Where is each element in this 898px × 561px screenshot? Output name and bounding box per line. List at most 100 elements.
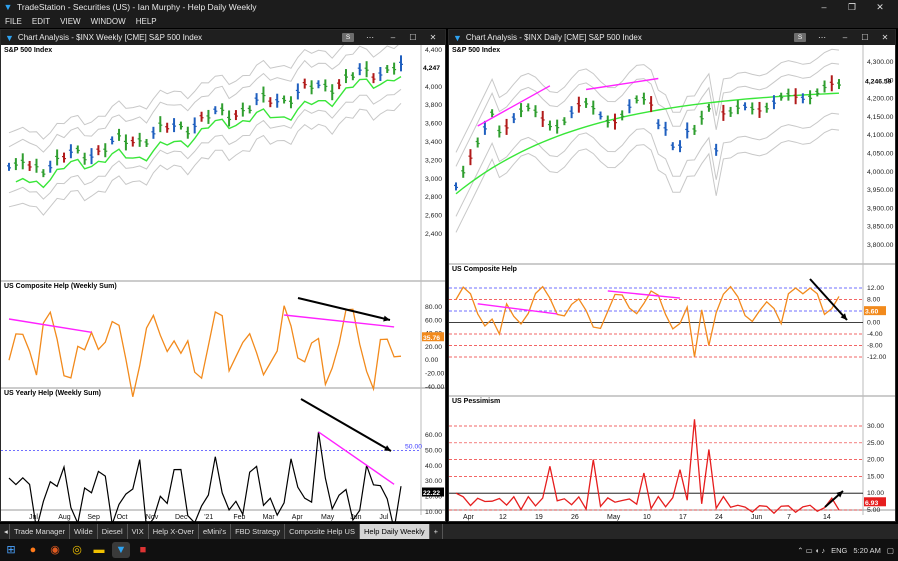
composite-last-value-bg (422, 332, 444, 342)
trend-arrow-icon-head (384, 445, 391, 451)
firefox-icon[interactable]: ● (29, 544, 37, 556)
price-axis-tick: 3,600 (425, 121, 442, 128)
panel-label-yearly: US Yearly Help (Weekly Sum) (4, 390, 102, 397)
chart-maximize-icon[interactable]: ☐ (409, 33, 417, 42)
keltner-band-line (455, 62, 840, 167)
tab-trade-manager[interactable]: Trade Manager (10, 524, 70, 539)
chart-minimize-icon[interactable]: – (390, 33, 396, 42)
time-axis-label: 12 (499, 514, 507, 521)
keltner-band-line (8, 45, 345, 140)
symbol-link-button[interactable]: S (342, 33, 354, 42)
minimize-icon[interactable]: – (821, 2, 827, 12)
app-6-icon[interactable]: ■ (139, 544, 147, 556)
time-axis-label: Jul (379, 514, 388, 521)
time-axis-label: Feb (233, 514, 245, 521)
chart-window-title: Chart Analysis - $INX Daily [CME] S&P 50… (465, 33, 642, 42)
panel-label-composite: US Composite Help (Weekly Sum) (4, 283, 117, 290)
panel-label-pessimism: US Pessimism (452, 398, 501, 405)
chart-area-daily[interactable]: 4,300.004,250.004,200.004,150.004,100.00… (449, 45, 895, 521)
chart-menu-icon[interactable]: ⋯ (366, 33, 374, 42)
time-axis-label: Mar (263, 514, 276, 521)
tab-composite-help-us[interactable]: Composite Help US (285, 524, 360, 539)
price-last-value: 4,246.59 (865, 78, 892, 85)
composite-axis-tick: 12.00 (867, 285, 884, 292)
price-axis-tick: 2,800 (425, 194, 442, 201)
menu-view[interactable]: VIEW (60, 16, 81, 26)
tab-help-x-over[interactable]: Help X-Over (149, 524, 199, 539)
chart-window-daily[interactable]: ▼ Chart Analysis - $INX Daily [CME] S&P … (448, 29, 896, 522)
notification-icon[interactable]: ▢ (886, 545, 894, 555)
tab-scroll-icon[interactable]: ◂ (0, 524, 10, 539)
tab-help-daily-weekly[interactable]: Help Daily Weekly (359, 524, 430, 539)
keltner-band-line (8, 45, 399, 153)
menu-help[interactable]: HELP (135, 16, 157, 26)
tab-vix[interactable]: VIX (128, 524, 149, 539)
keltner-band-line (455, 112, 840, 217)
app-title-bar: ▼ TradeStation - Securities (US) - Ian M… (0, 0, 898, 14)
composite-axis-tick: 0.00 (867, 320, 880, 327)
tradestation-logo-icon: ▼ (3, 2, 13, 12)
divergence-line (477, 303, 558, 315)
restore-icon[interactable]: ❐ (847, 2, 857, 12)
chart-window-title-bar: ▼ Chart Analysis - $INX Daily [CME] S&P … (449, 30, 895, 45)
yearly-axis-tick: 60.00 (425, 432, 442, 439)
symbol-link-button[interactable]: S (794, 33, 806, 42)
chart-window-weekly[interactable]: ▼ Chart Analysis - $INX Weekly [CME] S&P… (0, 29, 446, 522)
time-axis-label: Nov (146, 514, 159, 521)
chart-close-icon[interactable]: ✕ (881, 33, 889, 42)
chart-menu-icon[interactable]: ⋯ (818, 33, 826, 42)
price-axis-tick: 3,200 (425, 157, 442, 164)
app-title: TradeStation - Securities (US) - Ian Mur… (17, 2, 257, 12)
menu-window[interactable]: WINDOW (90, 16, 126, 26)
time-axis-label: May (321, 514, 335, 521)
price-axis-tick: 4,100.00 (867, 132, 894, 139)
tab-fbd-strategy[interactable]: FBD Strategy (231, 524, 286, 539)
composite-last-value: 35.76 (423, 335, 440, 342)
pessimism-line (455, 419, 840, 515)
chart-window-title: Chart Analysis - $INX Weekly [CME] S&P 5… (17, 33, 203, 42)
time-axis-label: 7 (787, 514, 791, 521)
tray-icons[interactable]: ⌃ ▭ ◖ ♪ (797, 545, 826, 555)
time-axis-label: Sep (87, 514, 100, 521)
tradestation-taskbar-icon[interactable]: ▼ (112, 542, 130, 558)
composite-axis-tick: 20.00 (425, 344, 442, 351)
menu-file[interactable]: FILE (5, 16, 22, 26)
chart-area-weekly[interactable]: 4,4004,2004,0003,8003,6003,4003,2003,000… (1, 45, 445, 522)
time-axis-label: 17 (679, 514, 687, 521)
tab-add-button[interactable]: + (430, 524, 444, 539)
chrome-icon[interactable]: ◎ (72, 544, 82, 556)
keltner-band-line (8, 88, 402, 200)
yearly-last-value-bg (422, 487, 444, 497)
time-axis-label: 24 (715, 514, 723, 521)
composite-axis-tick: -40.00 (425, 384, 444, 391)
daily-chart-svg[interactable]: 4,300.004,250.004,200.004,150.004,100.00… (449, 45, 895, 522)
price-last-value-bg (422, 62, 444, 72)
file-explorer-icon[interactable]: ▬ (93, 544, 105, 556)
yearly-axis-tick: 10.00 (425, 509, 442, 516)
yearly-axis-tick: 40.00 (425, 463, 442, 470)
pessimism-axis-tick: 5.00 (867, 507, 880, 514)
browser-icon[interactable]: ◉ (50, 544, 60, 556)
windows-taskbar: ⊞ ● ◉ ◎ ▬ ▼ ■ ⌃ ▭ ◖ ♪ ENG 5:20 AM ▢ (0, 539, 898, 561)
pessimism-axis-tick: 20.00 (867, 457, 884, 464)
tab-wilde[interactable]: Wilde (70, 524, 98, 539)
time-axis-label: '21 (204, 514, 213, 521)
panel-label-price: S&P 500 Index (452, 47, 501, 54)
composite-axis-tick: 80.00 (425, 304, 442, 311)
yearly-last-value: 22.22 (423, 490, 440, 497)
yearly-axis-tick: 50.00 (425, 447, 442, 454)
tab-eminis[interactable]: eMini's (199, 524, 232, 539)
weekly-chart-svg[interactable]: 4,4004,2004,0003,8003,6003,4003,2003,000… (1, 45, 445, 522)
clock[interactable]: 5:20 AM (853, 545, 881, 555)
language-indicator[interactable]: ENG (831, 545, 848, 555)
windows-start-icon[interactable]: ⊞ (6, 544, 16, 556)
chart-minimize-icon[interactable]: – (842, 33, 848, 42)
time-axis-label: 14 (823, 514, 831, 521)
close-icon[interactable]: ✕ (876, 2, 884, 12)
yearly-axis-tick: 30.00 (425, 478, 442, 485)
menu-edit[interactable]: EDIT (31, 16, 51, 26)
chart-close-icon[interactable]: ✕ (429, 33, 437, 42)
chart-maximize-icon[interactable]: ☐ (861, 33, 869, 42)
keltner-band-line (455, 48, 840, 153)
tab-diesel[interactable]: Diesel (98, 524, 128, 539)
